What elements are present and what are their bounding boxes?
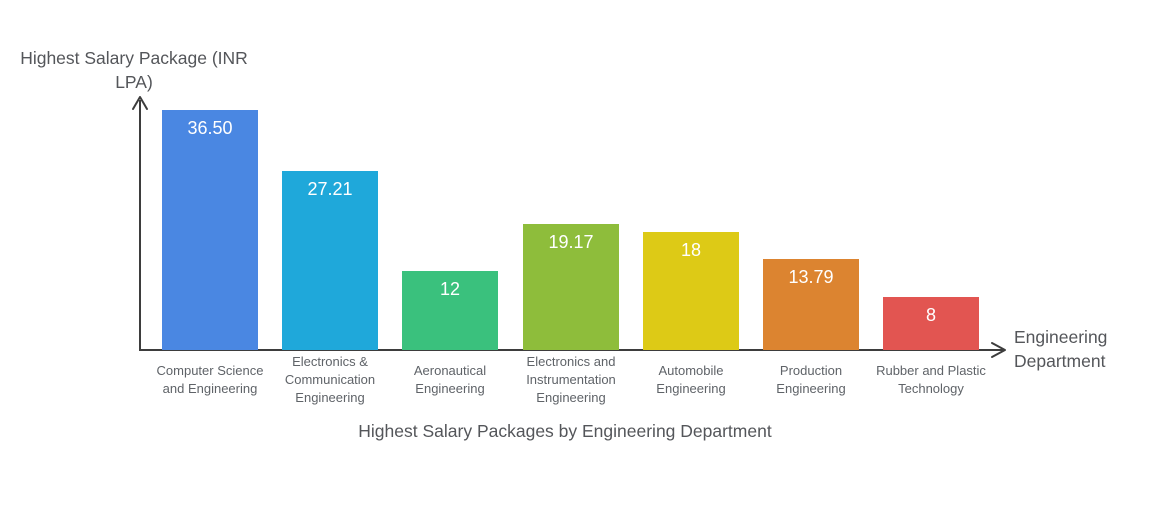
bar: 27.21 bbox=[282, 171, 378, 350]
category-label: Rubber and Plastic Technology bbox=[876, 363, 986, 396]
bar-value-label: 27.21 bbox=[307, 179, 353, 199]
category-label: Computer Science and Engineering bbox=[156, 363, 264, 396]
x-axis-arrow-icon bbox=[991, 342, 1006, 358]
chart-title: Highest Salary Packages by Engineering D… bbox=[358, 421, 772, 441]
bar-value-label: 13.79 bbox=[788, 267, 834, 287]
bar-value-label: 36.50 bbox=[187, 118, 233, 138]
category-label: Automobile Engineering bbox=[656, 363, 726, 396]
bar: 19.17 bbox=[523, 224, 619, 350]
x-axis-title: Engineering Department bbox=[1014, 327, 1108, 371]
bar-value-label: 12 bbox=[439, 279, 461, 299]
bar: 18 bbox=[643, 232, 739, 350]
bar-value-label: 19.17 bbox=[548, 232, 594, 252]
bar: 12 bbox=[402, 271, 498, 350]
category-label: Electronics & Communication Engineering bbox=[284, 354, 376, 405]
bar-value-label: 8 bbox=[925, 305, 936, 325]
bar: 13.79 bbox=[763, 259, 859, 350]
bar-value-label: 18 bbox=[680, 240, 702, 260]
y-axis-arrow-icon bbox=[132, 96, 148, 110]
bar: 36.50 bbox=[162, 110, 258, 350]
bar: 8 bbox=[883, 297, 979, 350]
category-label: Aeronautical Engineering bbox=[413, 363, 487, 396]
category-label: Production Engineering bbox=[776, 363, 846, 396]
category-label: Electronics and Instrumentation Engineer… bbox=[526, 354, 616, 405]
y-axis-title: Highest Salary Package (INR LPA) bbox=[20, 48, 248, 92]
